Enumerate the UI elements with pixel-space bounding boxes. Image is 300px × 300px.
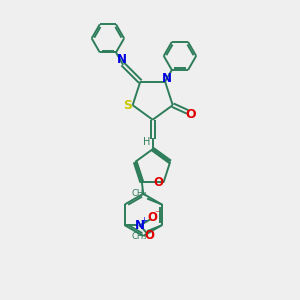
- Text: O: O: [186, 108, 196, 121]
- Text: N: N: [161, 72, 171, 85]
- Text: N: N: [135, 219, 145, 232]
- Text: +: +: [140, 216, 147, 225]
- Text: O: O: [147, 211, 157, 224]
- Text: N: N: [117, 53, 127, 67]
- Text: ⁻: ⁻: [154, 209, 159, 219]
- Text: S: S: [123, 100, 132, 112]
- Text: O: O: [144, 229, 154, 242]
- Text: O: O: [154, 176, 164, 189]
- Text: H: H: [143, 137, 150, 147]
- Text: CH₃: CH₃: [131, 189, 147, 198]
- Text: CH₃: CH₃: [131, 232, 147, 241]
